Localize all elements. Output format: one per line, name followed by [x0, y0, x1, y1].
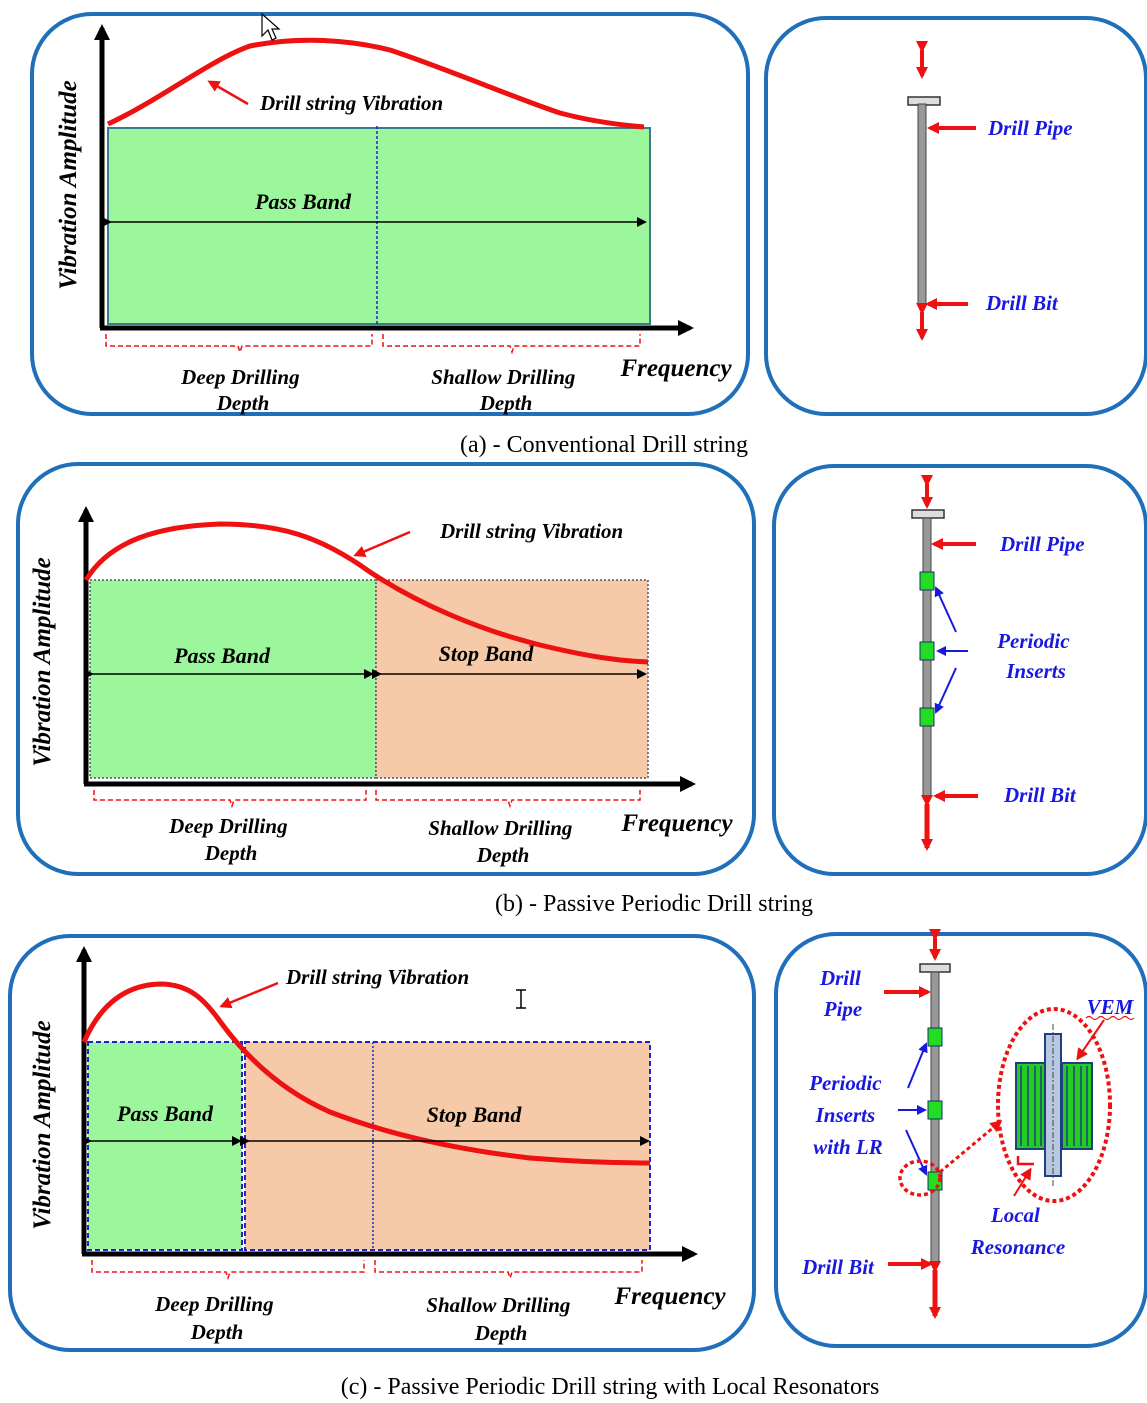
panel-a-x-axis-label: Frequency: [619, 355, 732, 382]
panel-c-vem-underline: [1085, 1015, 1135, 1021]
panel-b-pass-band-label: Pass Band: [173, 643, 271, 668]
panel-c-resonator-detail: [1015, 1024, 1093, 1186]
panel-c-drill-bit-label: Drill Bit: [801, 1255, 875, 1279]
panel-b: Drill string Vibration Pass Band Stop Ba…: [16, 462, 1147, 917]
panel-c-insert-pointer-3: [905, 1129, 928, 1176]
panel-b-vibration-curve: [83, 521, 649, 665]
panel-b-deep-label: Deep Drilling Depth: [168, 814, 293, 865]
panel-c-deep-brace: [91, 1260, 365, 1281]
panel-c-insert-2: [927, 1100, 943, 1120]
panel-c-periodic-label: Periodic Inserts with LR: [808, 1071, 887, 1159]
panel-c-deep-label: Deep Drilling Depth: [154, 1292, 279, 1344]
panel-c-curve-pointer: [219, 981, 279, 1009]
panel-c-x-axis-label: Frequency: [613, 1283, 726, 1310]
panel-c: Drill string Vibration Pass Band Stop Ba…: [8, 929, 1147, 1400]
panel-a-chart-frame: [30, 12, 750, 416]
panel-b-drill-pipe-label: Drill Pipe: [999, 532, 1085, 556]
panel-c-chart-frame: [8, 934, 756, 1352]
panel-b-x-axis-label: Frequency: [620, 810, 733, 837]
panel-b-chart-frame: [16, 462, 756, 876]
panel-c-pipe-cap: [919, 963, 951, 973]
panel-b-string-frame: [772, 464, 1147, 876]
mouse-cursor-icon: [261, 12, 281, 41]
panel-b-y-axis-label: Vibration Amplitude: [29, 557, 56, 767]
panel-b-curve-pointer: [353, 530, 411, 557]
panel-a-pipe: [917, 103, 927, 305]
panel-b-stop-band-label: Stop Band: [439, 641, 535, 666]
panel-a-vibration-curve: [106, 37, 645, 130]
panel-b-insert-1: [919, 571, 935, 591]
panel-c-local-pointer: [1016, 1156, 1034, 1166]
panel-c-string-frame: [774, 932, 1147, 1348]
panel-a-y-axis-label: Vibration Amplitude: [55, 80, 82, 290]
panel-c-resonator-zoom: [996, 1007, 1112, 1203]
panel-c-vem-label: VEM: [1087, 995, 1135, 1019]
panel-a-curve-pointer: [207, 80, 249, 106]
panel-b-periodic-label: Periodic Inserts: [996, 629, 1075, 683]
panel-c-insert-1: [927, 1027, 943, 1047]
panel-b-curve-label: Drill string Vibration: [439, 519, 623, 543]
panel-a-shallow-label: Shallow Drilling Depth: [431, 365, 580, 415]
panel-b-caption: (b) - Passive Periodic Drill string: [495, 891, 813, 917]
panel-b-insert-2: [919, 641, 935, 661]
panel-a-curve-label: Drill string Vibration: [259, 91, 443, 115]
panel-a-shallow-brace: [382, 334, 641, 355]
panel-c-local-label: Local Resonance: [970, 1203, 1066, 1259]
panel-c-vibration-curve: [81, 981, 651, 1166]
panel-c-shallow-label: Shallow Drilling Depth: [426, 1293, 575, 1345]
panel-c-insert-pointer-1: [907, 1042, 928, 1089]
panel-c-pass-band-region: [87, 1041, 243, 1251]
text-cursor-icon: [516, 989, 526, 1009]
panel-a-pass-band-region: [107, 127, 651, 325]
panel-c-zoom-link: [939, 1120, 1003, 1174]
panel-a-pass-band-label: Pass Band: [254, 189, 352, 214]
panel-b-deep-brace: [93, 790, 367, 809]
panel-b-shallow-label: Shallow Drilling Depth: [428, 816, 577, 867]
panel-c-y-axis-label: Vibration Amplitude: [29, 1020, 56, 1230]
panel-c-stop-band-label: Stop Band: [427, 1102, 523, 1127]
panel-a-deep-label: Deep Drilling Depth: [180, 365, 305, 415]
panel-a-caption: (a) - Conventional Drill string: [460, 432, 748, 458]
panel-b-drill-bit-label: Drill Bit: [1003, 783, 1077, 807]
panel-c-drill-pipe-label: Drill Pipe: [819, 966, 866, 1021]
panel-b-pipe-cap: [911, 509, 945, 519]
panel-c-curve-label: Drill string Vibration: [285, 965, 469, 989]
panel-c-pass-band-label: Pass Band: [116, 1101, 214, 1126]
panel-b-insert-pointer-1: [934, 586, 957, 633]
panel-b-stop-band-region: [375, 579, 649, 779]
panel-b-pass-band-region: [89, 579, 377, 779]
panel-a-deep-brace: [105, 334, 373, 355]
panel-a-drill-bit-label: Drill Bit: [985, 291, 1059, 315]
panel-c-caption: (c) - Passive Periodic Drill string with…: [341, 1374, 880, 1400]
panel-a-string-frame: [764, 16, 1147, 416]
panel-b-insert-pointer-3: [934, 667, 957, 714]
panel-c-insert-highlight: [898, 1159, 942, 1197]
panel-c-shallow-brace: [374, 1260, 643, 1281]
panel-b-insert-3: [919, 707, 935, 727]
panel-a: Drill string Vibration Pass Band Deep Dr…: [30, 12, 1147, 458]
panel-c-vem-pointer: [1076, 1019, 1105, 1061]
panel-b-shallow-brace: [375, 790, 641, 809]
panel-a-drill-pipe-label: Drill Pipe: [987, 116, 1073, 140]
panel-c-local-arrow: [1013, 1167, 1032, 1197]
